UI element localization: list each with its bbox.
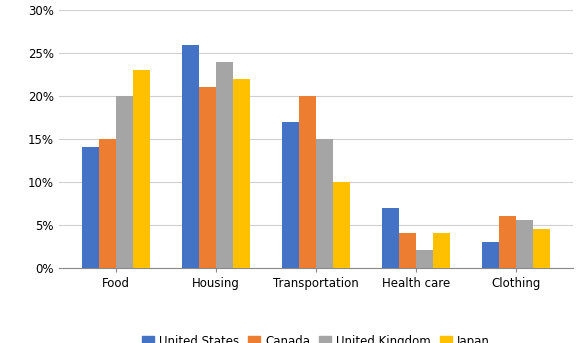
Bar	[233, 79, 250, 268]
Bar	[299, 96, 316, 268]
Bar	[282, 122, 299, 268]
Bar	[533, 229, 550, 268]
Bar	[99, 139, 116, 268]
Bar	[516, 221, 533, 268]
Bar	[482, 242, 499, 268]
Bar	[216, 62, 233, 268]
Bar	[382, 208, 399, 268]
Bar	[182, 45, 199, 268]
Bar	[316, 139, 333, 268]
Bar	[199, 87, 216, 268]
Bar	[499, 216, 516, 268]
Bar	[82, 147, 99, 268]
Bar	[399, 233, 416, 268]
Bar	[116, 96, 133, 268]
Bar	[333, 182, 350, 268]
Bar	[416, 250, 433, 268]
Bar	[433, 233, 450, 268]
Legend: United States, Canada, United Kingdom, Japan: United States, Canada, United Kingdom, J…	[137, 330, 494, 343]
Bar	[133, 70, 150, 268]
